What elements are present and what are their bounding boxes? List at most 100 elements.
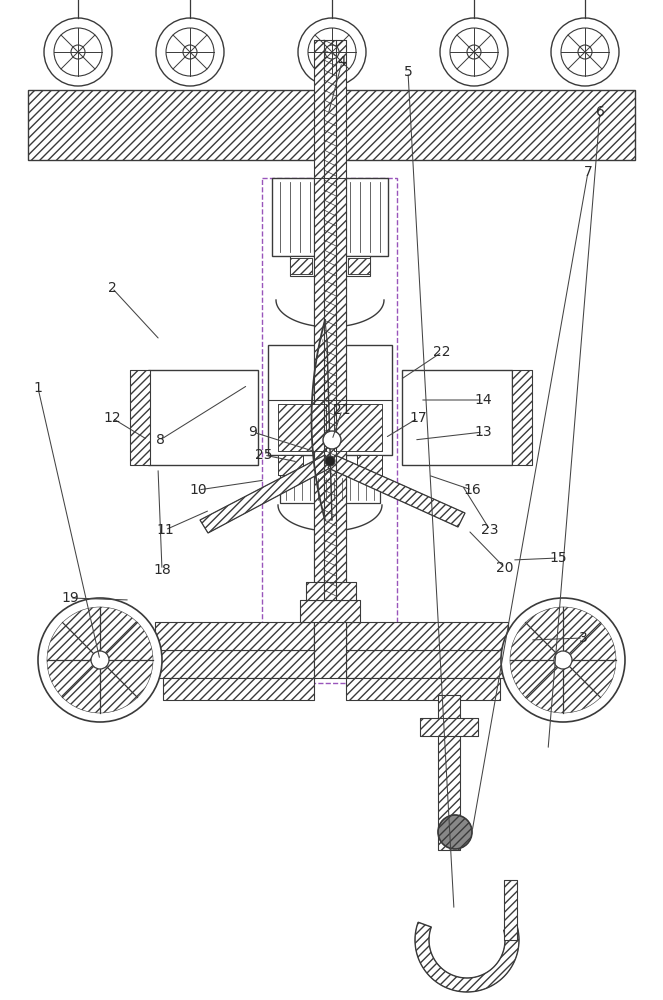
Bar (163, 678, 314, 700)
Bar (334, 404, 382, 451)
Circle shape (325, 456, 335, 466)
Bar (346, 622, 508, 650)
Bar (346, 650, 508, 678)
Circle shape (467, 45, 481, 59)
Bar (402, 370, 512, 465)
Bar (346, 678, 500, 700)
Bar (314, 178, 346, 678)
Text: 9: 9 (249, 425, 257, 439)
Bar (420, 718, 478, 736)
Bar (357, 455, 382, 475)
Bar (28, 90, 635, 160)
Bar (148, 370, 258, 465)
Bar (280, 475, 380, 503)
Circle shape (91, 651, 109, 669)
Polygon shape (276, 300, 384, 327)
Circle shape (561, 28, 609, 76)
Polygon shape (415, 922, 519, 992)
Circle shape (38, 598, 162, 722)
Bar (346, 678, 500, 700)
Text: 12: 12 (103, 411, 121, 425)
Bar (346, 622, 508, 650)
Bar (512, 370, 532, 465)
Text: 20: 20 (496, 561, 514, 575)
Bar (348, 258, 370, 274)
Polygon shape (278, 505, 382, 531)
Bar (306, 582, 356, 600)
Bar (155, 650, 314, 678)
Polygon shape (328, 455, 465, 527)
Text: 23: 23 (481, 523, 499, 537)
Circle shape (438, 815, 472, 849)
Circle shape (54, 28, 102, 76)
Bar (290, 258, 312, 274)
Circle shape (71, 45, 85, 59)
Bar (420, 718, 478, 736)
Circle shape (323, 431, 341, 449)
Text: 1: 1 (34, 381, 42, 395)
Circle shape (578, 45, 592, 59)
Bar (130, 370, 150, 465)
Bar (155, 622, 314, 650)
Bar (438, 695, 460, 850)
Text: 16: 16 (463, 483, 481, 497)
Bar (290, 258, 312, 274)
Bar (300, 600, 360, 622)
Bar (314, 40, 346, 650)
Bar (314, 40, 346, 650)
Bar (306, 582, 356, 600)
Text: 25: 25 (255, 448, 272, 462)
Text: 15: 15 (549, 551, 567, 565)
Bar (268, 345, 392, 455)
Bar (348, 258, 370, 274)
Text: 19: 19 (61, 591, 79, 605)
Bar (278, 404, 326, 451)
Bar (438, 695, 460, 850)
Bar (130, 370, 150, 465)
Circle shape (440, 18, 508, 86)
Bar (278, 455, 303, 475)
Bar (314, 178, 346, 678)
Bar (357, 455, 382, 475)
Polygon shape (200, 455, 332, 533)
Bar (512, 370, 532, 465)
Bar (334, 404, 382, 451)
Text: 3: 3 (579, 631, 587, 645)
Bar (504, 880, 517, 940)
Text: 10: 10 (189, 483, 207, 497)
Circle shape (325, 45, 339, 59)
Circle shape (450, 28, 498, 76)
Text: 14: 14 (474, 393, 492, 407)
Bar (300, 600, 360, 622)
Text: 4: 4 (337, 55, 346, 69)
Bar (278, 404, 326, 451)
Bar (504, 880, 517, 940)
Text: 7: 7 (583, 165, 592, 179)
Text: 11: 11 (156, 523, 174, 537)
Circle shape (551, 18, 619, 86)
Text: 22: 22 (433, 345, 451, 359)
Bar (155, 622, 314, 650)
Circle shape (554, 651, 572, 669)
Bar (290, 256, 370, 276)
Circle shape (156, 18, 224, 86)
Circle shape (501, 598, 625, 722)
Bar (278, 455, 303, 475)
Text: 2: 2 (107, 281, 117, 295)
Text: 13: 13 (474, 425, 492, 439)
Bar (262, 178, 397, 683)
Bar (272, 178, 388, 256)
Text: 5: 5 (404, 65, 412, 79)
Text: 8: 8 (156, 433, 164, 447)
Text: 17: 17 (409, 411, 427, 425)
Circle shape (183, 45, 197, 59)
Circle shape (44, 18, 112, 86)
Circle shape (308, 28, 356, 76)
Circle shape (298, 18, 366, 86)
Text: 21: 21 (333, 403, 351, 417)
Bar (163, 678, 314, 700)
Text: 6: 6 (595, 105, 605, 119)
Bar (346, 650, 508, 678)
Bar (28, 90, 635, 160)
Text: 18: 18 (153, 563, 171, 577)
